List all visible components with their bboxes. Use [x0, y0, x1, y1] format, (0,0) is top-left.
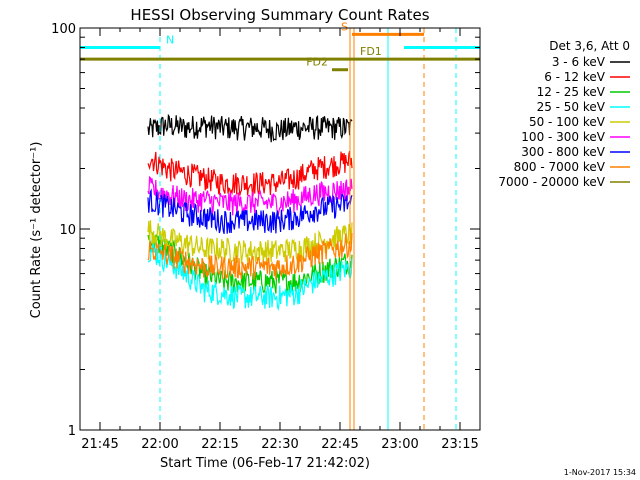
x-tick-label-5: 23:00: [381, 437, 418, 452]
annotation-label-3: FD1: [360, 45, 382, 58]
x-tick-label-6: 23:15: [441, 437, 478, 452]
legend-label-0: 3 - 6 keV: [552, 55, 606, 69]
y-tick-label-0: 1: [68, 424, 76, 439]
series-line-3: [147, 243, 353, 312]
series-line-0: [147, 113, 353, 143]
plot-area: N S FD1 FD2 21:45 22:00 22:15 22:30 22:45 23:00 23…: [51, 20, 481, 452]
annotation-label-4: FD2: [306, 56, 328, 69]
x-tick-label-1: 22:00: [141, 437, 178, 452]
series-line-7: [147, 233, 353, 280]
legend-label-4: 50 - 100 keV: [529, 115, 606, 129]
series-line-1: [147, 151, 353, 197]
x-tick-label-4: 22:45: [321, 437, 358, 452]
series-line-6: [147, 188, 353, 234]
x-tick-label-2: 22:15: [201, 437, 238, 452]
y-tick-label-2: 100: [51, 22, 76, 37]
y-tick-label-1: 10: [59, 223, 76, 238]
x-axis-label: Start Time (06-Feb-17 21:42:02): [160, 456, 370, 471]
series-line-5: [147, 175, 353, 217]
series-line-2: [147, 232, 353, 296]
footer-timestamp: 1-Nov-2017 15:34: [564, 468, 636, 477]
annotation-label-2: S: [341, 20, 348, 33]
legend-label-1: 6 - 12 keV: [544, 70, 606, 84]
legend-label-2: 12 - 25 keV: [537, 85, 606, 99]
legend-label-6: 300 - 800 keV: [521, 145, 605, 159]
legend-label-7: 800 - 7000 keV: [514, 160, 606, 174]
legend-title: Det 3,6, Att 0: [549, 39, 630, 53]
annotation-label-0: N: [166, 33, 174, 46]
x-tick-label-3: 22:30: [261, 437, 298, 452]
y-axis-label: Count Rate (s⁻¹ detector⁻¹): [29, 142, 44, 319]
legend-label-5: 100 - 300 keV: [521, 130, 605, 144]
legend-label-8: 7000 - 20000 keV: [498, 175, 605, 189]
x-tick-label-0: 21:45: [81, 437, 118, 452]
chart-title: HESSI Observing Summary Count Rates: [130, 6, 429, 24]
legend-label-3: 25 - 50 keV: [537, 100, 606, 114]
